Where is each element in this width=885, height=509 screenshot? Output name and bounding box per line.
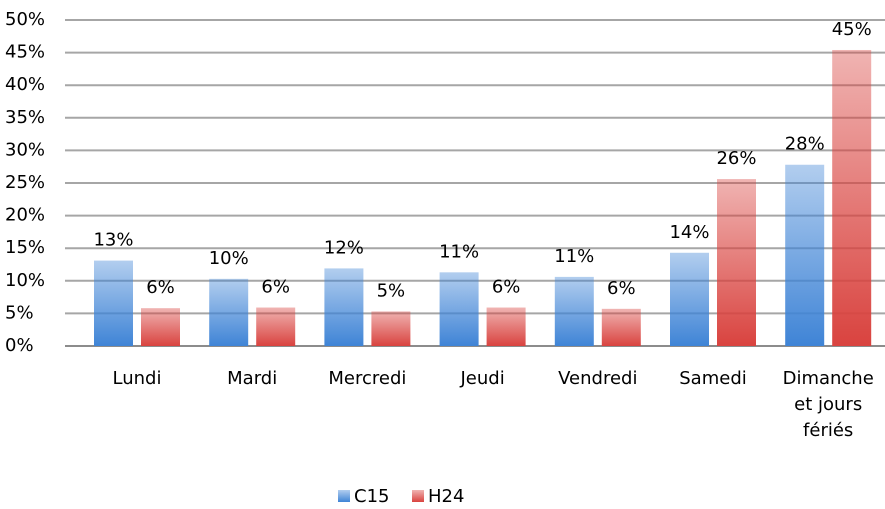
bar: [94, 260, 133, 346]
data-label: 6%: [146, 277, 175, 298]
y-tick-label: 5%: [5, 302, 34, 323]
x-tick-label: Vendredi: [558, 368, 638, 389]
legend-swatch: [412, 490, 424, 502]
y-tick-label: 10%: [5, 270, 45, 291]
bar: [439, 272, 479, 346]
data-label: 26%: [716, 148, 756, 169]
data-label: 45%: [832, 19, 872, 40]
legend-label: C15: [354, 486, 389, 507]
x-tick-label: Mercredi: [328, 368, 407, 389]
y-tick-label: 40%: [5, 74, 45, 95]
data-label: 12%: [324, 237, 364, 258]
data-label: 28%: [785, 134, 825, 155]
data-label: 6%: [492, 277, 521, 298]
data-label: 10%: [209, 248, 249, 269]
data-label: 11%: [439, 241, 479, 262]
data-label: 14%: [669, 222, 709, 243]
x-tick-label: Jeudi: [460, 368, 505, 389]
x-tick-label: Lundi: [112, 368, 162, 389]
data-label: 13%: [93, 230, 133, 251]
y-tick-label: 25%: [5, 172, 45, 193]
bar: [554, 276, 594, 346]
bar: [209, 278, 249, 346]
bar: [717, 179, 756, 346]
bar: [371, 311, 411, 346]
bar: [601, 308, 641, 346]
x-tick-label: Samedi: [679, 368, 747, 389]
x-tick-label: Mardi: [227, 368, 278, 389]
data-label: 6%: [261, 277, 290, 298]
y-tick-label: 0%: [5, 335, 34, 356]
data-label: 6%: [607, 278, 636, 299]
x-tick-label: Dimanche et jours fériés: [782, 368, 874, 441]
y-tick-label: 35%: [5, 107, 45, 128]
data-label: 11%: [554, 246, 594, 267]
legend-label: H24: [428, 486, 464, 507]
y-tick-label: 30%: [5, 139, 45, 160]
bar: [141, 308, 180, 346]
y-tick-label: 45%: [5, 42, 45, 63]
bar: [832, 49, 872, 346]
legend-swatch: [338, 490, 350, 502]
bar: [256, 307, 296, 346]
y-tick-label: 20%: [5, 205, 45, 226]
bar: [324, 268, 364, 346]
data-label: 5%: [377, 280, 406, 301]
bar: [785, 164, 825, 346]
bar: [486, 307, 526, 346]
y-tick-label: 15%: [5, 237, 45, 258]
bar: [670, 252, 709, 346]
y-tick-label: 50%: [5, 9, 45, 30]
